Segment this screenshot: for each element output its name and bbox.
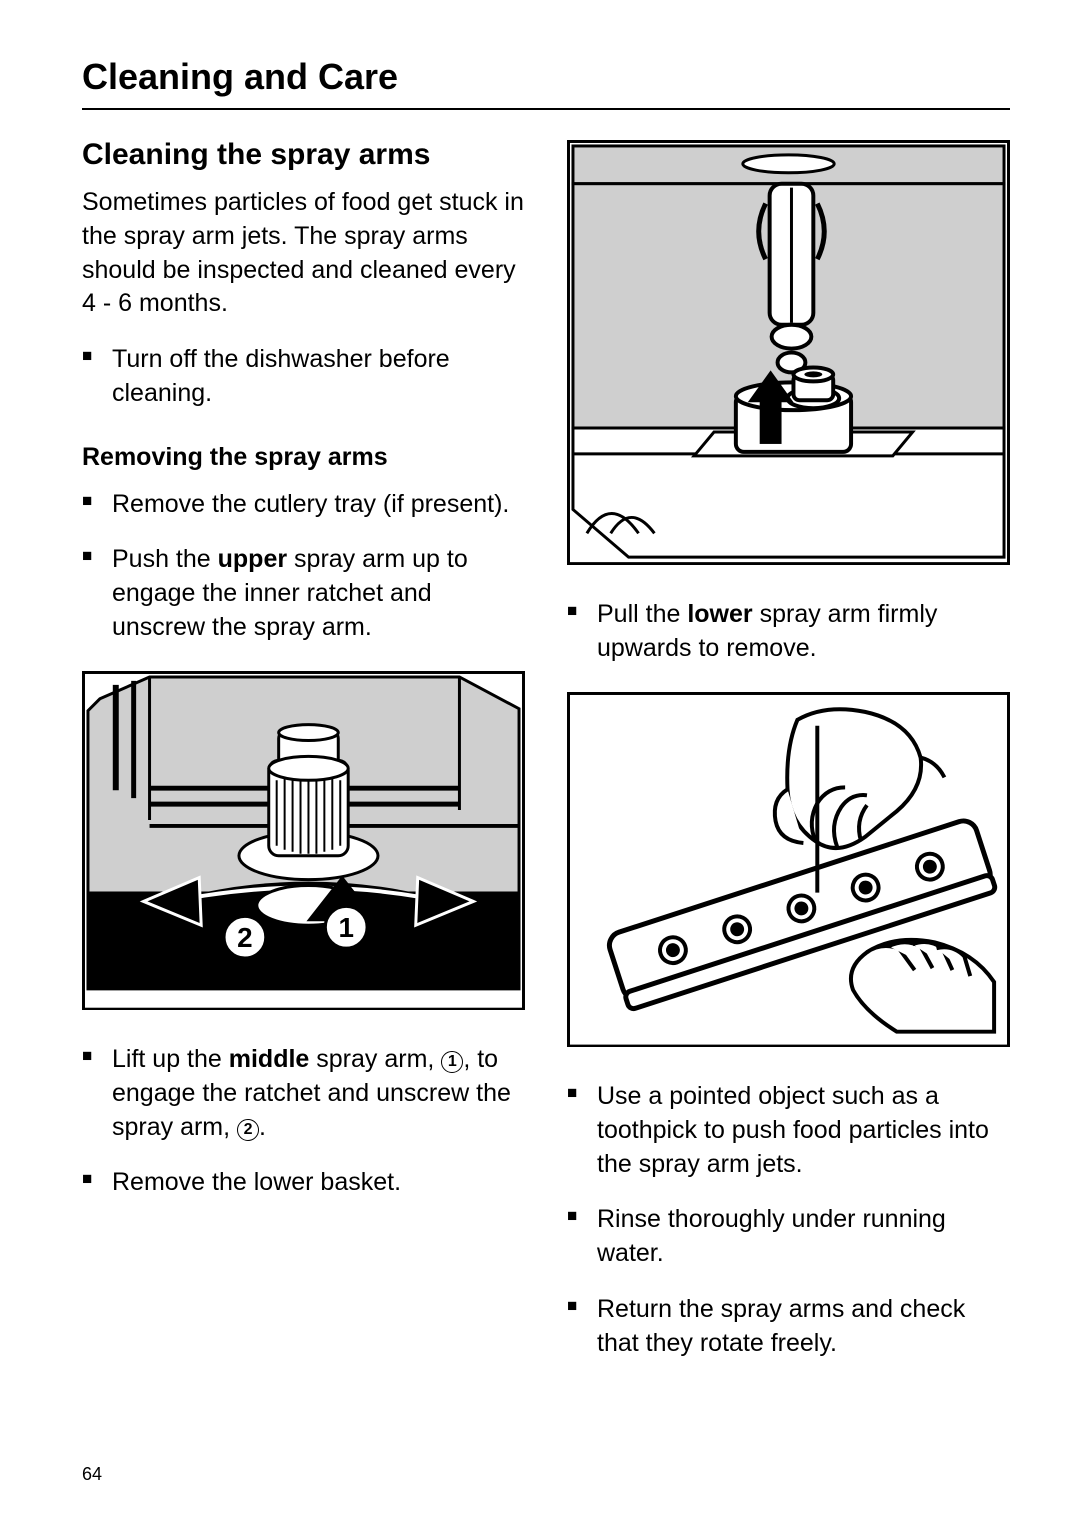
text-fragment: . [259, 1113, 266, 1141]
page-number: 64 [82, 1464, 102, 1485]
step-item: Rinse thoroughly under running water. [567, 1203, 1010, 1271]
step-item: Turn off the dishwasher before cleaning. [82, 343, 525, 411]
step-item: Lift up the middle spray arm, 1, to enga… [82, 1043, 525, 1144]
left-column: Cleaning the spray arms Sometimes partic… [82, 138, 525, 1382]
step-item: Push the upper spray arm up to engage th… [82, 543, 525, 644]
bold-text: middle [229, 1045, 310, 1073]
text-fragment: spray arm, [309, 1045, 441, 1073]
page-title: Cleaning and Care [82, 56, 1010, 98]
section-heading: Cleaning the spray arms [82, 138, 525, 172]
step-item: Pull the lower spray arm firmly upwards … [567, 598, 1010, 666]
step-list: Pull the lower spray arm firmly upwards … [567, 598, 1010, 666]
manual-page: Cleaning and Care Cleaning the spray arm… [0, 0, 1080, 1422]
right-column: Pull the lower spray arm firmly upwards … [567, 138, 1010, 1382]
text-fragment: Pull the [597, 600, 687, 628]
bold-text: lower [687, 600, 752, 628]
circled-ref-2: 2 [237, 1119, 259, 1141]
bold-text: upper [218, 545, 287, 573]
step-item: Return the spray arms and check that the… [567, 1293, 1010, 1361]
title-rule [82, 108, 1010, 110]
step-item: Remove the lower basket. [82, 1166, 525, 1200]
step-list: Use a pointed object such as a toothpick… [567, 1080, 1010, 1360]
step-list: Remove the cutlery tray (if present). Pu… [82, 488, 525, 645]
figure-label-1: 1 [338, 912, 353, 943]
sub-heading: Removing the spray arms [82, 443, 525, 472]
circled-ref-1: 1 [441, 1051, 463, 1073]
step-item: Use a pointed object such as a toothpick… [567, 1080, 1010, 1181]
content-columns: Cleaning the spray arms Sometimes partic… [82, 138, 1010, 1382]
step-list: Turn off the dishwasher before cleaning. [82, 343, 525, 411]
step-list: Lift up the middle spray arm, 1, to enga… [82, 1043, 525, 1200]
step-item: Remove the cutlery tray (if present). [82, 488, 525, 522]
text-fragment: Push the [112, 545, 218, 573]
figure-clean-with-toothpick [567, 692, 1010, 1048]
figure-middle-spray-arm: 1 2 [82, 671, 525, 1011]
figure-lower-spray-arm-remove [567, 140, 1010, 565]
figure-label-2: 2 [237, 922, 252, 953]
text-fragment: Lift up the [112, 1045, 229, 1073]
intro-paragraph: Sometimes particles of food get stuck in… [82, 186, 525, 321]
